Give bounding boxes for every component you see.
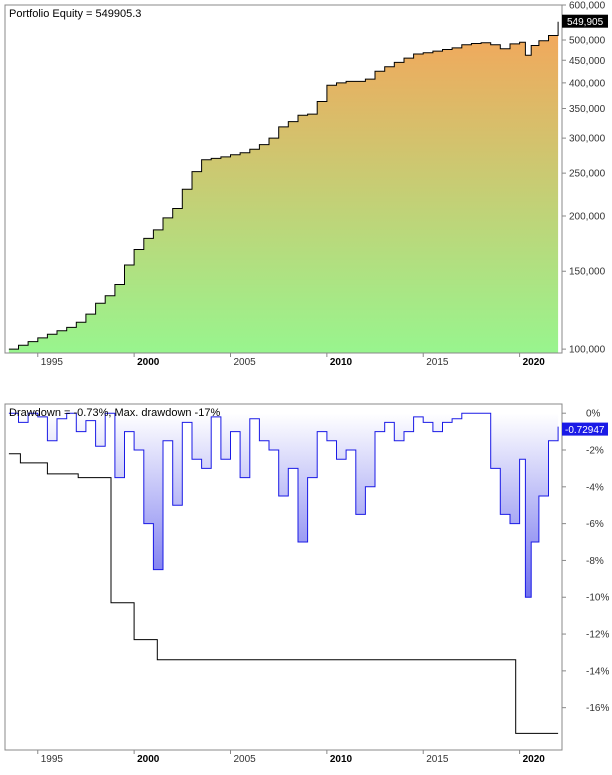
equity-y-tick-label: 100,000 [569,345,606,356]
drawdown-x-tick-label: 2005 [233,754,256,765]
equity-plot-frame [4,4,563,354]
drawdown-area [8,413,559,598]
drawdown-last-value-label: -0.72947 [565,425,605,436]
drawdown-panel: Drawdown = -0.73%, Max. drawdown -17% 0%… [4,403,609,765]
drawdown-plot-frame [4,403,563,751]
drawdown-y-tick-label: -14% [586,666,609,677]
drawdown-y-tick-label: 0% [586,409,601,420]
drawdown-y-tick-label: -8% [586,556,604,567]
equity-y-tick-label: 450,000 [569,56,606,67]
drawdown-y-tick-label: -2% [586,446,604,457]
equity-y-tick-label: 250,000 [569,169,606,180]
equity-title: Portfolio Equity = 549905.3 [9,8,141,20]
drawdown-x-tick-label: 2000 [137,754,160,765]
drawdown-y-tick-label: -4% [586,482,604,493]
equity-x-tick-label: 1995 [41,357,64,368]
equity-x-tick-label: 2020 [523,357,546,368]
equity-y-tick-label: 150,000 [569,267,606,278]
drawdown-y-tick-label: -6% [586,519,604,530]
drawdown-y-tick-label: -16% [586,703,609,714]
equity-panel: Portfolio Equity = 549905.3 100,000 150,0… [4,1,608,368]
equity-x-tick-label: 2005 [233,357,256,368]
drawdown-title: Drawdown = -0.73%, Max. drawdown -17% [9,407,220,419]
equity-y-tick-label: 400,000 [569,78,606,89]
drawdown-x-tick-label: 1995 [41,754,64,765]
drawdown-y-tick-label: -12% [586,630,609,641]
equity-y-tick-label: 350,000 [569,104,606,115]
equity-y-tick-label: 600,000 [569,1,606,12]
equity-x-tick-label: 2000 [137,357,160,368]
drawdown-x-tick-label: 2020 [523,754,546,765]
equity-y-tick-label: 500,000 [569,36,606,47]
drawdown-y-tick-label: -10% [586,593,609,604]
equity-area [8,21,559,353]
drawdown-x-tick-label: 2010 [330,754,353,765]
equity-line [8,21,559,350]
equity-last-value-label: 549,905 [567,17,604,28]
equity-x-tick-label: 2015 [426,357,449,368]
equity-y-tick-label: 300,000 [569,134,606,145]
drawdown-x-tick-label: 2015 [426,754,449,765]
max-drawdown-line [8,453,559,734]
equity-x-tick-label: 2010 [330,357,353,368]
drawdown-last-value-marker: -0.72947 [562,422,608,436]
equity-last-value-marker: 549,905 [562,14,608,28]
drawdown-line [8,412,559,598]
equity-y-tick-label: 200,000 [569,211,606,222]
